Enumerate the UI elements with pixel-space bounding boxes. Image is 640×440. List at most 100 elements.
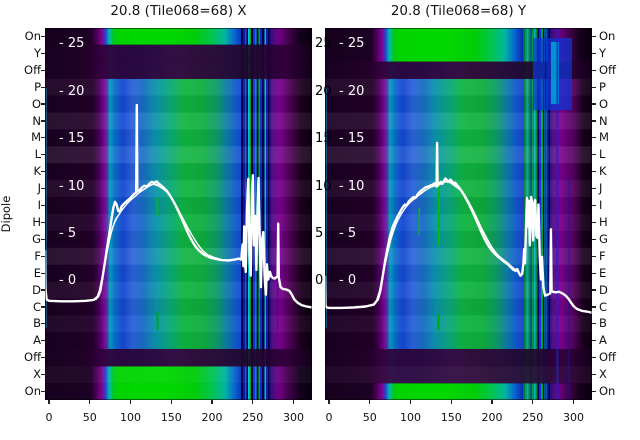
row-tick-left [41, 86, 45, 88]
panel-title-y: 20.8 (Tile068=68) Y [390, 3, 527, 19]
dipole-row-label-left: A [33, 333, 41, 348]
x-tick-label: 200 [201, 411, 223, 424]
dipole-row-label-left: Y [33, 45, 41, 60]
row-tick-right [592, 238, 596, 240]
dipole-row-label-right: On [599, 28, 616, 43]
row-tick-left [41, 69, 45, 71]
row-tick-right [592, 357, 596, 359]
power-trace [97, 183, 239, 299]
inner-scale-label-y: - 0 [339, 273, 357, 289]
dipole-row-label-right: Off [599, 62, 616, 77]
x-axis-tick [211, 400, 213, 404]
x-tick-label: 200 [481, 411, 503, 424]
dipole-row-label-left: Off [24, 62, 41, 77]
dipole-row-label-right: B [599, 316, 607, 331]
row-tick-right [592, 390, 596, 393]
x-axis-tick [89, 400, 91, 404]
dipole-row-label-right: G [599, 231, 608, 246]
heatmap-panel-y [325, 28, 592, 400]
row-tick-left [41, 255, 45, 257]
dipole-row-label-left: L [34, 147, 41, 162]
heatmap-canvas [45, 28, 312, 400]
panel-title-x: 20.8 (Tile068=68) X [110, 3, 247, 19]
inner-scale-label-y: - 15 [339, 131, 365, 147]
inner-scale-label-y: - 20 [339, 83, 365, 99]
row-tick-right [592, 171, 596, 173]
row-tick-right [592, 69, 596, 71]
row-tick-left [41, 272, 45, 274]
row-tick-right [592, 35, 596, 38]
x-axis-tick [572, 400, 575, 404]
dipole-row-label-left: K [33, 164, 41, 179]
row-tick-right [592, 255, 596, 257]
dipole-row-label-left: M [31, 130, 41, 145]
power-trace [45, 103, 312, 309]
row-tick-right [592, 323, 596, 325]
dipole-row-label-left: F [34, 248, 41, 263]
dipole-row-label-right: F [599, 248, 606, 263]
dipole-row-label-left: B [33, 316, 41, 331]
row-tick-left [41, 374, 45, 376]
mid-scale-label: 20 [315, 83, 332, 99]
mid-scale-label: 15 [315, 131, 332, 147]
mid-scale-label: 0 [315, 273, 324, 289]
x-axis-tick [450, 400, 452, 404]
heatmap-canvas [325, 28, 592, 400]
row-tick-left [41, 204, 45, 207]
x-tick-label: 300 [563, 411, 584, 424]
x-axis-tick [369, 400, 371, 404]
x-tick-label: 0 [325, 411, 333, 424]
row-tick-left [41, 357, 45, 359]
row-tick-right [592, 289, 596, 291]
dipole-row-label-right: Off [599, 350, 616, 365]
dipole-row-label-left: N [32, 113, 41, 128]
dipole-row-label-right: A [599, 333, 607, 348]
row-tick-left [41, 238, 45, 240]
dipole-row-label-left: G [32, 231, 41, 246]
heatmap-panel-x [45, 28, 312, 400]
x-axis-tick [491, 400, 493, 404]
row-tick-right [592, 374, 596, 376]
dipole-row-label-left: On [24, 384, 41, 399]
dipole-row-label-right: K [599, 164, 607, 179]
x-axis-tick [409, 400, 412, 404]
x-tick-label: 0 [45, 411, 53, 424]
x-axis-tick [48, 400, 50, 404]
dipole-row-label-right: P [599, 79, 606, 94]
row-tick-right [592, 272, 596, 274]
x-tick-label: 250 [522, 411, 544, 424]
x-axis-tick [532, 400, 534, 404]
dipole-row-label-right: D [599, 282, 608, 297]
inner-scale-label-x: - 10 [59, 178, 85, 194]
row-tick-left [41, 154, 45, 156]
row-tick-left [41, 120, 45, 122]
dipole-row-label-right: J [599, 181, 603, 196]
row-tick-left [41, 221, 45, 224]
inner-scale-label-x: - 20 [59, 83, 85, 99]
dipole-row-label-right: N [599, 113, 608, 128]
x-axis-tick [328, 400, 330, 404]
inner-scale-label-x: - 25 [59, 36, 85, 52]
x-tick-label: 250 [242, 411, 264, 424]
row-tick-right [592, 340, 596, 342]
power-trace [377, 180, 517, 300]
dipole-row-label-right: O [599, 96, 609, 111]
dipole-row-label-left: J [37, 181, 41, 196]
dipole-row-label-left: I [37, 198, 41, 213]
row-tick-right [592, 120, 596, 122]
row-tick-right [592, 154, 596, 156]
inner-scale-label-y: - 25 [339, 36, 365, 52]
mid-scale-label: 10 [315, 178, 332, 194]
x-axis-tick [292, 400, 295, 404]
row-tick-left [41, 306, 45, 308]
dipole-row-label-right: On [599, 384, 616, 399]
row-tick-left [41, 340, 45, 342]
inner-scale-label-x: - 5 [59, 226, 77, 241]
row-tick-left [41, 289, 45, 291]
dipole-row-label-right: H [599, 214, 608, 229]
x-tick-label: 150 [160, 411, 182, 424]
row-tick-left [41, 103, 45, 105]
dipole-row-label-left: C [32, 299, 41, 314]
inner-scale-label-x: - 0 [59, 273, 77, 289]
